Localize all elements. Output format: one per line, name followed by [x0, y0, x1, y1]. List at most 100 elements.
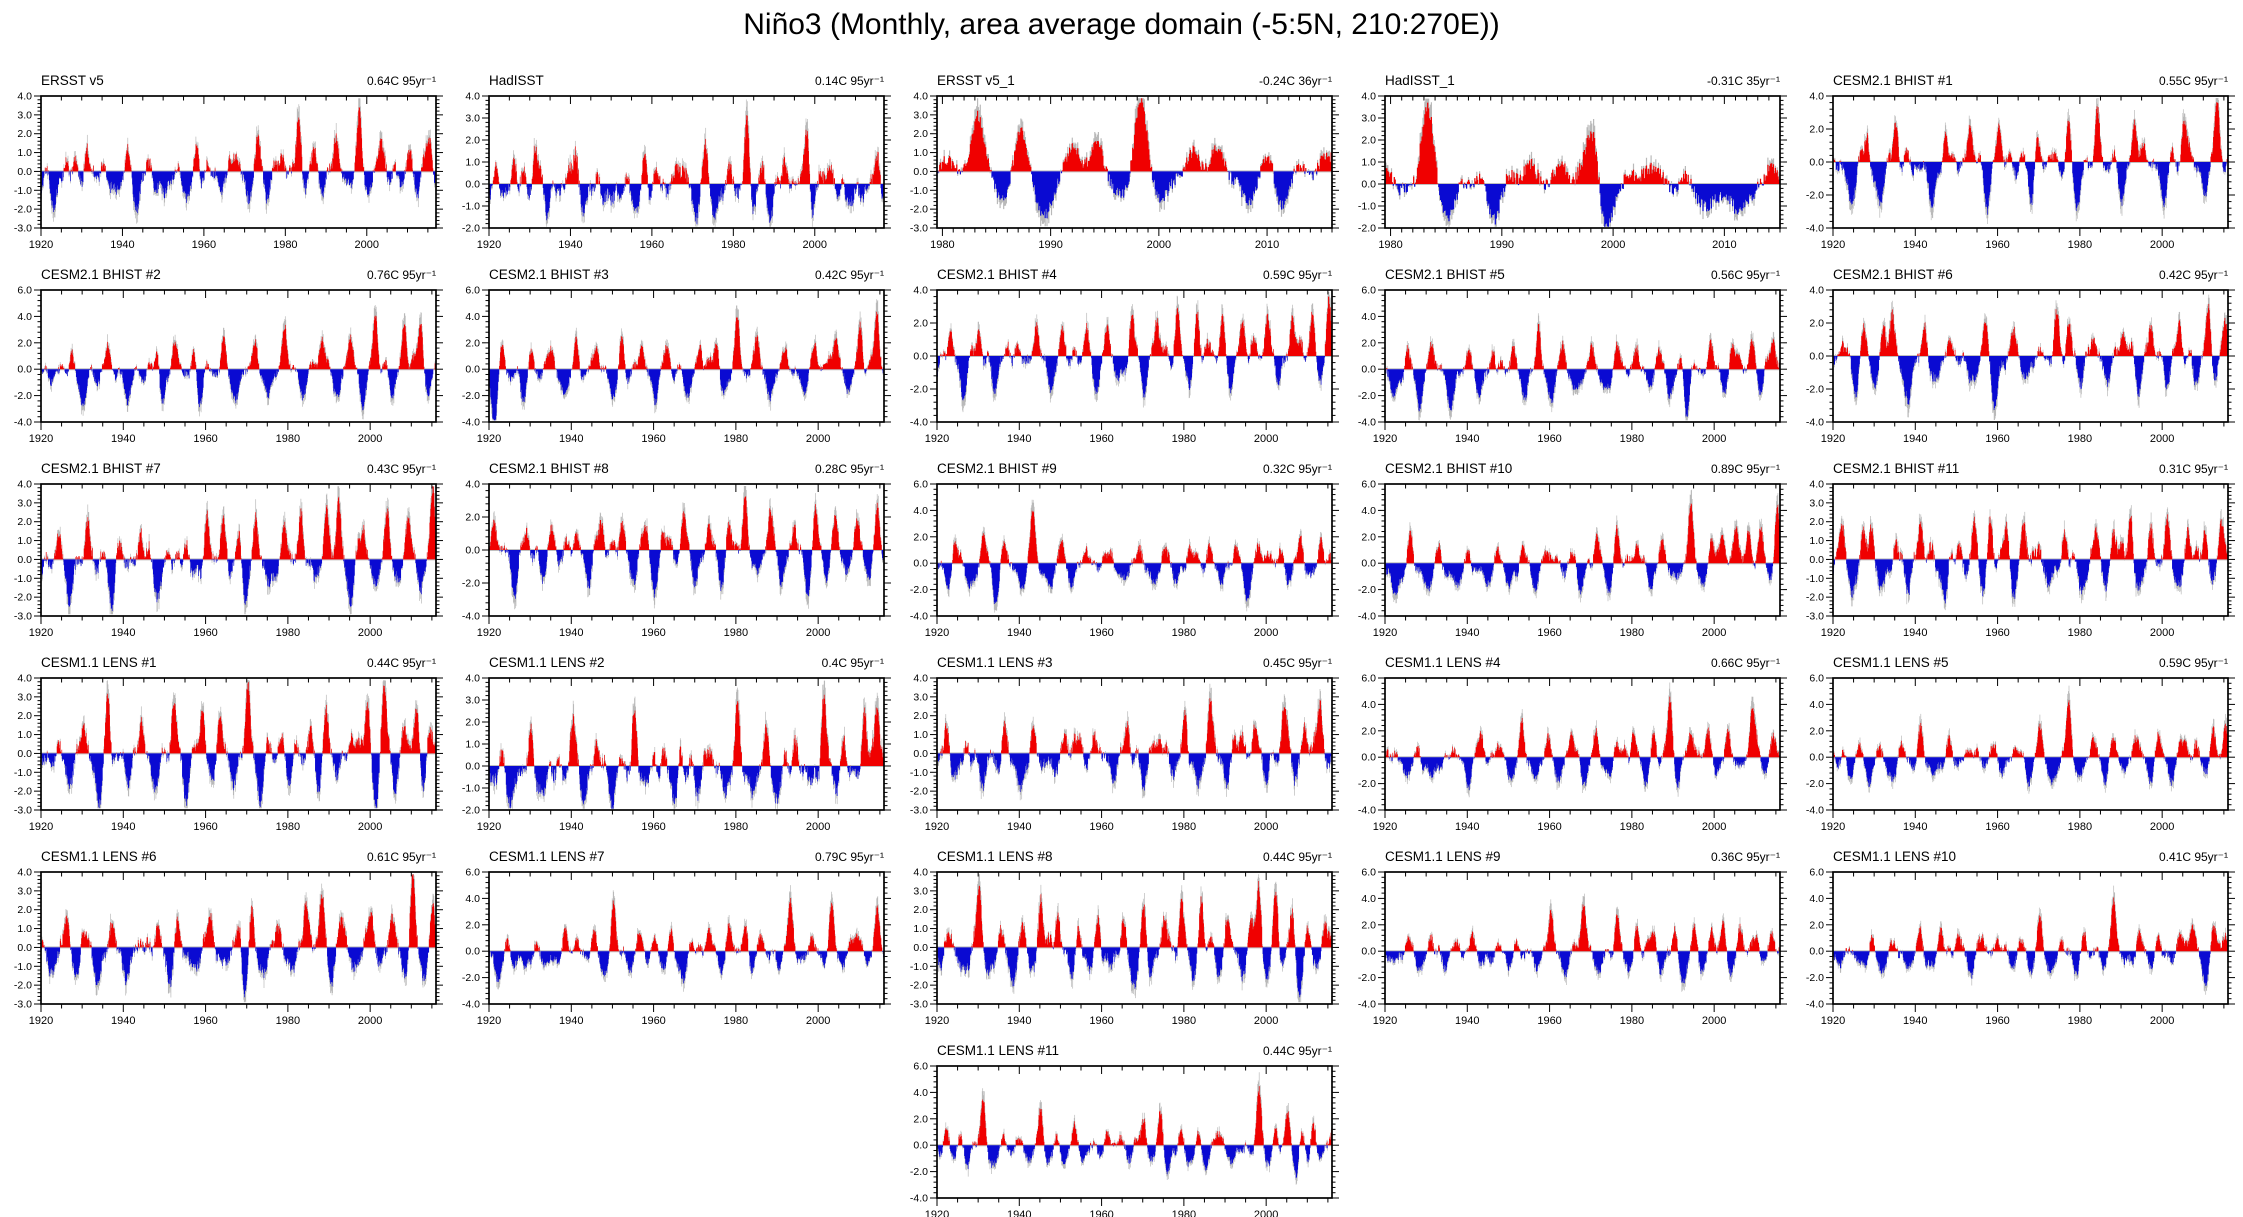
- svg-text:1920: 1920: [925, 627, 949, 639]
- svg-text:-2.0: -2.0: [910, 384, 928, 396]
- svg-text:1960: 1960: [1985, 433, 2009, 445]
- svg-text:0.0: 0.0: [465, 364, 480, 376]
- svg-text:-2.0: -2.0: [462, 972, 480, 984]
- svg-text:2000: 2000: [1254, 1209, 1278, 1217]
- chart-panel: CESM1.1 LENS #8 0.44C 95yr⁻¹ 4.0 3.0 2.0 1.…: [896, 846, 1344, 1040]
- svg-text:1920: 1920: [477, 433, 501, 445]
- svg-text:-2.0: -2.0: [462, 390, 480, 402]
- chart-panel: CESM2.1 BHIST #1 0.55C 95yr⁻¹ 4.0 2.0 0.0 -…: [1792, 70, 2240, 264]
- svg-text:4.0: 4.0: [17, 867, 32, 879]
- svg-text:2.0: 2.0: [1361, 725, 1376, 737]
- svg-text:6.0: 6.0: [1361, 867, 1376, 879]
- svg-text:4.0: 4.0: [465, 673, 480, 685]
- plot-area: 6.0 4.0 2.0 0.0 -2.0 -4.0 1920 1940 1960 1980 2000: [14, 285, 443, 445]
- panel-title: CESM2.1 BHIST #4: [937, 267, 1057, 282]
- svg-text:1960: 1960: [192, 239, 216, 251]
- svg-text:1960: 1960: [1985, 1015, 2009, 1027]
- anomaly-plot: CESM2.1 BHIST #7 0.43C 95yr⁻¹ 4.0 3.0 2.0 1…: [14, 461, 443, 639]
- trend-label: 0.89C 95yr⁻¹: [1711, 462, 1780, 476]
- svg-text:-2.0: -2.0: [1358, 223, 1376, 235]
- svg-text:-3.0: -3.0: [910, 999, 928, 1011]
- plot-area: 6.0 4.0 2.0 0.0 -2.0 -4.0 1920 1940 1960 1980 2000: [1358, 867, 1787, 1027]
- svg-text:1960: 1960: [1089, 627, 1113, 639]
- svg-text:4.0: 4.0: [1361, 699, 1376, 711]
- anomaly-plot: CESM1.1 LENS #7 0.79C 95yr⁻¹ 6.0 4.0 2.0 0.…: [462, 849, 891, 1027]
- panel-title: CESM2.1 BHIST #11: [1833, 461, 1959, 476]
- svg-text:2.0: 2.0: [17, 904, 32, 916]
- svg-text:1960: 1960: [1985, 821, 2009, 833]
- panel-title: CESM1.1 LENS #2: [489, 655, 605, 670]
- svg-text:-2.0: -2.0: [14, 786, 32, 798]
- svg-text:-4.0: -4.0: [910, 417, 928, 429]
- svg-text:2.0: 2.0: [1809, 516, 1824, 528]
- svg-text:4.0: 4.0: [1361, 505, 1376, 517]
- panel-title: CESM1.1 LENS #3: [937, 655, 1053, 670]
- svg-text:-2.0: -2.0: [910, 584, 928, 596]
- trend-label: 0.42C 95yr⁻¹: [815, 268, 884, 282]
- svg-text:0.0: 0.0: [1361, 752, 1376, 764]
- chart-panel: CESM1.1 LENS #5 0.59C 95yr⁻¹ 6.0 4.0 2.0 0.…: [1792, 652, 2240, 846]
- svg-text:-4.0: -4.0: [910, 611, 928, 623]
- svg-text:-4.0: -4.0: [1358, 611, 1376, 623]
- plot-area: 4.0 2.0 0.0 -2.0 -4.0 1920 1940 1960 1980 2000: [1806, 285, 2235, 445]
- svg-text:1920: 1920: [1373, 433, 1397, 445]
- svg-text:1980: 1980: [724, 1015, 748, 1027]
- svg-text:1980: 1980: [276, 627, 300, 639]
- panel-title: CESM1.1 LENS #4: [1385, 655, 1501, 670]
- chart-panel: CESM1.1 LENS #1 0.44C 95yr⁻¹ 4.0 3.0 2.0 1.…: [0, 652, 448, 846]
- svg-text:0.0: 0.0: [17, 554, 32, 566]
- svg-text:1980: 1980: [1172, 821, 1196, 833]
- plot-area: 4.0 3.0 2.0 1.0 0.0 -1.0 -2.0 -3.0 1920 1940 1960 1…: [910, 867, 1339, 1027]
- plot-area: 6.0 4.0 2.0 0.0 -2.0 -4.0 1920 1940 1960 1980 2000: [462, 867, 891, 1027]
- plot-area: 6.0 4.0 2.0 0.0 -2.0 -4.0 1920 1940 1960 1980 2000: [910, 1061, 1339, 1217]
- svg-text:2.0: 2.0: [913, 1113, 928, 1125]
- svg-text:2000: 2000: [803, 239, 827, 251]
- svg-text:1980: 1980: [1172, 1209, 1196, 1217]
- panel-title: CESM2.1 BHIST #5: [1385, 267, 1505, 282]
- svg-text:1.0: 1.0: [17, 729, 32, 741]
- svg-text:1920: 1920: [925, 433, 949, 445]
- svg-text:-3.0: -3.0: [910, 805, 928, 817]
- anomaly-plot: CESM1.1 LENS #4 0.66C 95yr⁻¹ 6.0 4.0 2.0 0.…: [1358, 655, 1787, 833]
- svg-text:0.0: 0.0: [1361, 364, 1376, 376]
- chart-panel: HadISST_1 -0.31C 35yr⁻¹ 4.0 3.0 2.0 1.0 0.0 -…: [1344, 70, 1792, 264]
- svg-text:1920: 1920: [1821, 433, 1845, 445]
- svg-text:4.0: 4.0: [1361, 91, 1376, 103]
- svg-text:2010: 2010: [1712, 239, 1736, 251]
- svg-text:1980: 1980: [1378, 239, 1402, 251]
- svg-text:-2.0: -2.0: [1358, 778, 1376, 790]
- trend-label: 0.55C 95yr⁻¹: [2159, 74, 2228, 88]
- plot-area: 6.0 4.0 2.0 0.0 -2.0 -4.0 1920 1940 1960 1980 2000: [1358, 285, 1787, 445]
- svg-text:1960: 1960: [193, 627, 217, 639]
- svg-text:0.0: 0.0: [913, 351, 928, 363]
- svg-text:4.0: 4.0: [1361, 893, 1376, 905]
- svg-text:1920: 1920: [477, 627, 501, 639]
- svg-text:4.0: 4.0: [1809, 893, 1824, 905]
- svg-text:-1.0: -1.0: [462, 201, 480, 213]
- svg-text:1960: 1960: [641, 1015, 665, 1027]
- svg-text:2000: 2000: [1254, 821, 1278, 833]
- svg-text:1920: 1920: [477, 1015, 501, 1027]
- svg-text:1960: 1960: [193, 433, 217, 445]
- svg-text:1940: 1940: [111, 627, 135, 639]
- svg-text:1940: 1940: [1007, 433, 1031, 445]
- svg-text:4.0: 4.0: [1809, 699, 1824, 711]
- svg-text:1980: 1980: [276, 821, 300, 833]
- svg-text:6.0: 6.0: [465, 285, 480, 297]
- trend-label: 0.79C 95yr⁻¹: [815, 850, 884, 864]
- svg-text:1920: 1920: [925, 1015, 949, 1027]
- svg-text:-2.0: -2.0: [1806, 190, 1824, 202]
- svg-text:1940: 1940: [559, 821, 583, 833]
- svg-text:6.0: 6.0: [913, 479, 928, 491]
- trend-label: -0.31C 35yr⁻¹: [1707, 74, 1780, 88]
- svg-text:-2.0: -2.0: [462, 223, 480, 235]
- svg-text:1.0: 1.0: [465, 739, 480, 751]
- svg-text:-4.0: -4.0: [14, 417, 32, 429]
- svg-text:-3.0: -3.0: [14, 999, 32, 1011]
- svg-text:-1.0: -1.0: [1358, 201, 1376, 213]
- svg-text:2000: 2000: [2150, 1015, 2174, 1027]
- svg-text:2.0: 2.0: [465, 717, 480, 729]
- svg-text:1960: 1960: [1089, 1209, 1113, 1217]
- svg-text:-1.0: -1.0: [462, 783, 480, 795]
- svg-text:2.0: 2.0: [1361, 531, 1376, 543]
